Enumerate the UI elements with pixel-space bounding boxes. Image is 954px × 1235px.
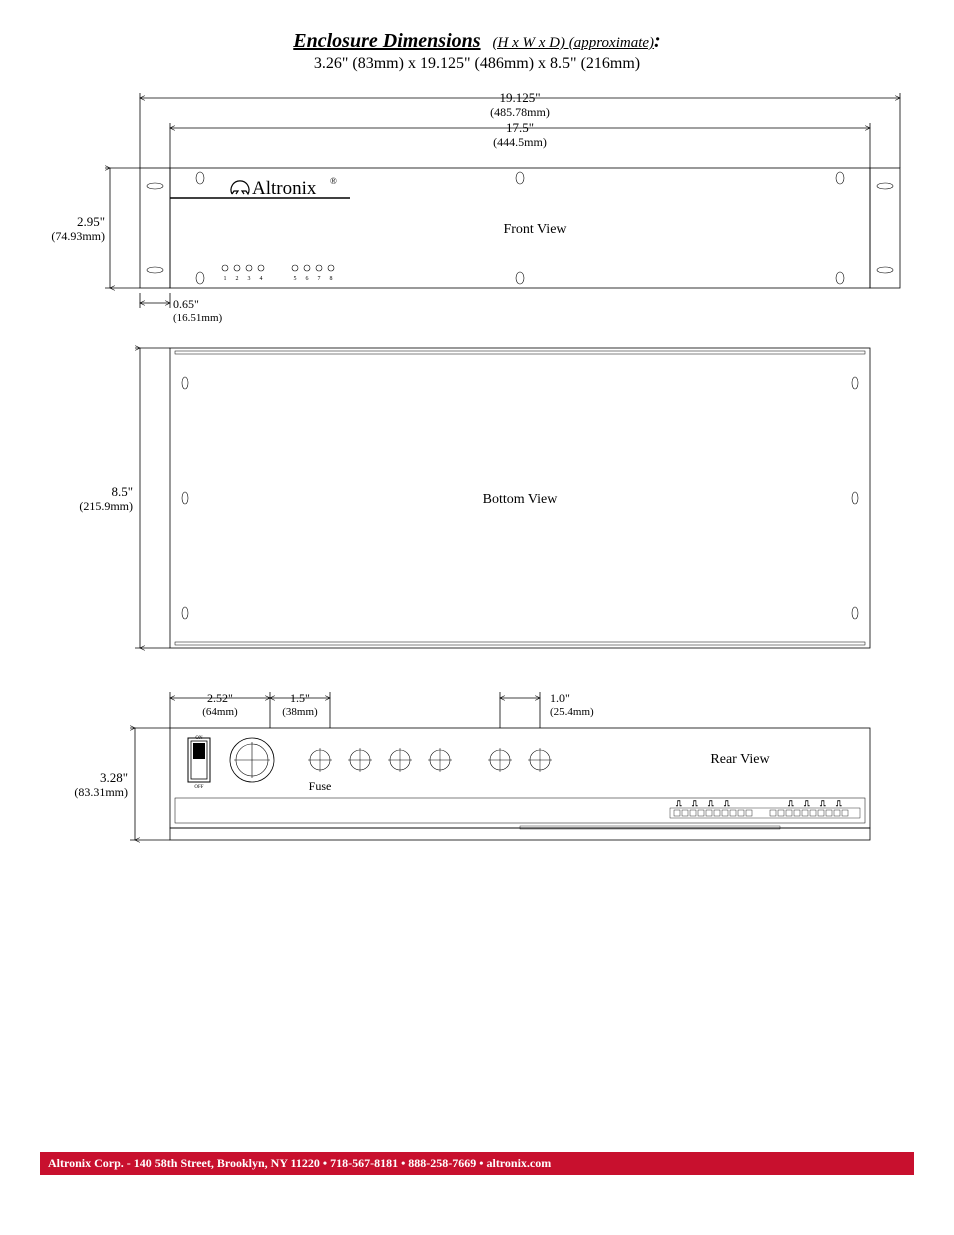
dim-fh-in: 2.95" [77, 214, 105, 229]
rear-view-label: Rear View [710, 752, 770, 767]
dim-inner-in: 17.5" [506, 120, 534, 135]
brand-reg: ® [330, 176, 337, 186]
svg-text:⎍: ⎍ [788, 799, 794, 808]
dim-tab-in: 0.65" [173, 297, 199, 311]
svg-text:⎍: ⎍ [820, 799, 826, 808]
svg-text:3: 3 [248, 276, 251, 282]
svg-text:1: 1 [224, 276, 227, 282]
led-group-1: 1 2 3 4 [222, 265, 264, 282]
footer-bar: Altronix Corp. - 140 58th Street, Brookl… [40, 1152, 914, 1175]
diagram-area: 19.125" (485.78mm) 17.5" (444.5mm) [40, 88, 914, 863]
dim-d3-mm: (25.4mm) [550, 706, 594, 718]
dim-fh-mm: (74.93mm) [51, 229, 105, 243]
brand-text: Altronix [252, 178, 317, 199]
svg-text:⎍: ⎍ [724, 799, 730, 808]
led-group-2: 5 6 7 8 [292, 265, 334, 282]
dims-line: 3.26" (83mm) x 19.125" (486mm) x 8.5" (2… [40, 55, 914, 73]
knockouts [308, 748, 552, 772]
svg-text:ON: ON [195, 736, 203, 741]
dim-width-in: 19.125" [499, 90, 540, 105]
front-view-group: 19.125" (485.78mm) 17.5" (444.5mm) [51, 90, 900, 324]
dim-depth-mm: (215.9mm) [79, 499, 133, 513]
terminal-strip: ⎍ ⎍ ⎍ ⎍ ⎍ ⎍ ⎍ ⎍ [670, 799, 860, 818]
dim-depth-in: 8.5" [111, 484, 133, 499]
dim-d1-mm: (64mm) [202, 706, 238, 718]
svg-text:⎍: ⎍ [692, 799, 698, 808]
bottom-view-group: 8.5" (215.9mm) Bottom View [79, 348, 870, 648]
svg-text:7: 7 [318, 276, 321, 282]
svg-text:2: 2 [236, 276, 239, 282]
svg-text:4: 4 [260, 276, 263, 282]
dim-d1-in: 2.52" [207, 691, 233, 705]
dim-width-mm: (485.78mm) [490, 105, 550, 119]
svg-text:OFF: OFF [194, 785, 203, 790]
dim-d2-in: 1.5" [290, 691, 310, 705]
title-main: Enclosure Dimensions [293, 30, 480, 52]
title-colon: : [654, 30, 661, 52]
svg-text:5: 5 [294, 276, 297, 282]
svg-text:8: 8 [330, 276, 333, 282]
bottom-view-label: Bottom View [483, 492, 559, 507]
dim-d2-mm: (38mm) [282, 706, 318, 718]
header: Enclosure Dimensions (H x W x D) (approx… [40, 30, 914, 73]
svg-text:⎍: ⎍ [708, 799, 714, 808]
dim-rh-mm: (83.31mm) [74, 785, 128, 799]
fuse-label: Fuse [309, 779, 332, 793]
front-view-label: Front View [503, 222, 567, 237]
svg-text:⎍: ⎍ [836, 799, 842, 808]
brand-logo: Altronix ® [231, 176, 337, 199]
footer-text: Altronix Corp. - 140 58th Street, Brookl… [48, 1156, 551, 1170]
ac-inlet [230, 738, 274, 782]
rear-view-group: 2.52" (64mm) 1.5" (38mm) 1.0" (25.4mm) O… [74, 691, 870, 840]
svg-text:6: 6 [306, 276, 309, 282]
svg-text:⎍: ⎍ [804, 799, 810, 808]
dim-rh-in: 3.28" [100, 770, 128, 785]
title-sub: (H x W x D) (approximate) [493, 35, 654, 51]
power-switch: ON OFF [188, 736, 210, 790]
dim-d3-in: 1.0" [550, 691, 570, 705]
dim-inner-mm: (444.5mm) [493, 135, 547, 149]
svg-text:⎍: ⎍ [676, 799, 682, 808]
dim-tab-mm: (16.51mm) [173, 312, 223, 324]
